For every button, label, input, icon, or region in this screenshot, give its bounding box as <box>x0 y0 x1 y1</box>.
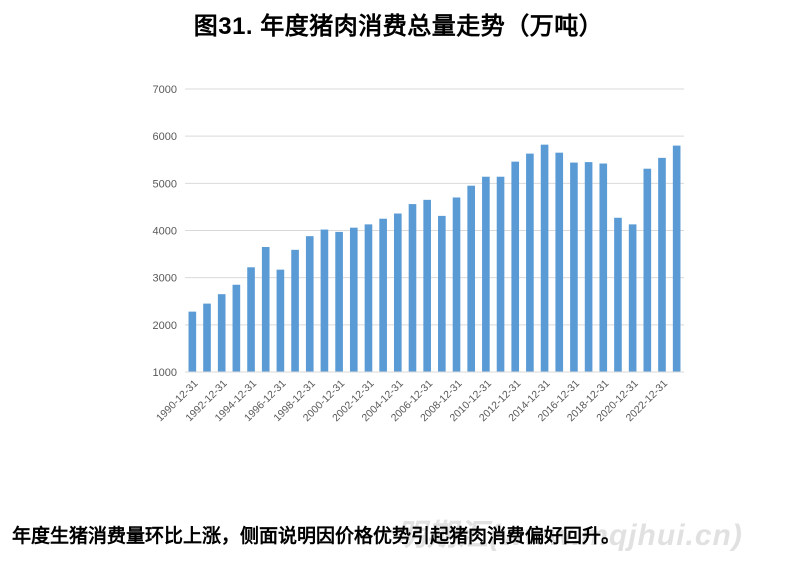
bar-2011-12-31 <box>496 176 505 372</box>
y-tick-label: 2000 <box>153 320 177 332</box>
bar-2000-12-31 <box>335 231 343 372</box>
y-tick-label: 4000 <box>153 226 177 238</box>
watermark: 明期汇(www.mqjhui.cn) <box>396 519 743 552</box>
y-tick-label: 1000 <box>153 367 177 379</box>
bar-2001-12-31 <box>349 227 358 372</box>
y-tick-label: 7000 <box>153 84 177 96</box>
bar-1993-12-31 <box>232 284 241 372</box>
bars <box>188 144 681 372</box>
bar-2009-12-31 <box>467 185 476 372</box>
bar-1990-12-31 <box>188 311 197 372</box>
bar-2007-12-31 <box>438 215 446 372</box>
bar-2020-12-31 <box>628 224 637 372</box>
bar-2017-12-31 <box>584 162 593 372</box>
bar-1999-12-31 <box>320 229 329 372</box>
bar-2003-12-31 <box>379 218 387 372</box>
bar-2019-12-31 <box>614 217 622 372</box>
bar-1998-12-31 <box>305 236 314 372</box>
bar-2002-12-31 <box>364 224 373 372</box>
bar-2022-12-31 <box>658 157 666 372</box>
bar-1992-12-31 <box>217 294 226 372</box>
y-tick-label: 6000 <box>153 131 177 143</box>
bar-2021-12-31 <box>643 168 652 372</box>
caption-text: 年度生猪消费量环比上涨，侧面说明因价格优势引起猪肉消费偏好回升。 <box>12 526 621 547</box>
bar-2018-12-31 <box>599 163 608 372</box>
bar-2005-12-31 <box>408 204 417 372</box>
bar-1996-12-31 <box>276 269 285 372</box>
bar-chart: 1000 2000 3000 4000 5000 6000 7000 1990-12-311… <box>153 84 684 425</box>
bar-2016-12-31 <box>570 162 578 372</box>
gridlines <box>185 88 684 326</box>
bar-1994-12-31 <box>247 267 255 372</box>
bar-1995-12-31 <box>261 247 270 372</box>
bar-2014-12-31 <box>540 144 549 372</box>
bar-2013-12-31 <box>526 153 534 372</box>
bar-2004-12-31 <box>393 213 402 372</box>
chart-title: 图31. 年度猪肉消费总量走势（万吨） <box>193 13 604 40</box>
y-tick-label: 3000 <box>153 273 177 285</box>
bar-1997-12-31 <box>291 249 299 372</box>
y-tick-label: 5000 <box>153 178 177 190</box>
bar-2010-12-31 <box>482 176 490 372</box>
bar-2012-12-31 <box>511 161 520 372</box>
bar-2008-12-31 <box>452 197 461 372</box>
x-axis-tick-labels: 1990-12-311992-12-311994-12-311996-12-31… <box>154 378 670 425</box>
bar-2006-12-31 <box>423 199 431 372</box>
bar-2015-12-31 <box>555 152 564 372</box>
y-axis-tick-labels: 1000 2000 3000 4000 5000 6000 7000 <box>153 84 177 379</box>
bar-2023-12-31 <box>672 145 681 372</box>
bar-1991-12-31 <box>203 303 211 372</box>
